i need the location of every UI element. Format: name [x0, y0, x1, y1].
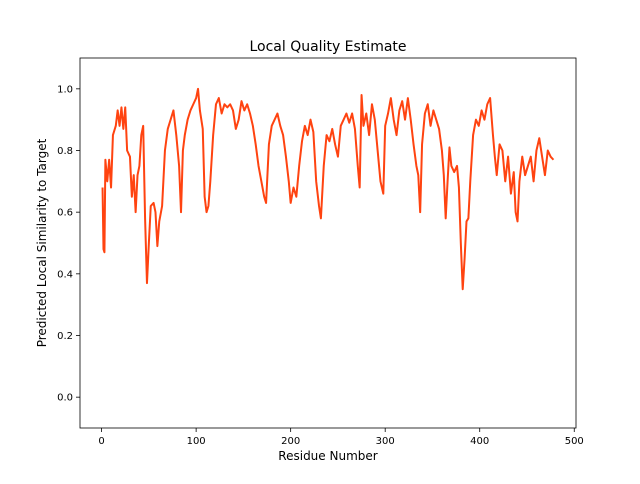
- y-tick-label: 0.8: [57, 146, 73, 157]
- y-axis-label: Predicted Local Similarity to Target: [35, 138, 49, 347]
- x-tick-label: 0: [98, 436, 104, 447]
- chart-title: Local Quality Estimate: [249, 39, 406, 55]
- y-tick-label: 0.2: [57, 331, 73, 342]
- x-tick-label: 100: [187, 436, 206, 447]
- y-tick-label: 0.6: [57, 208, 73, 219]
- y-tick-label: 0.0: [57, 393, 73, 404]
- x-tick-label: 200: [281, 436, 300, 447]
- x-tick-label: 300: [376, 436, 395, 447]
- y-tick-label: 0.4: [57, 269, 73, 280]
- x-tick-label: 500: [565, 436, 584, 447]
- data-line: [101, 87, 555, 291]
- x-axis-label: Residue Number: [278, 449, 377, 463]
- y-tick-label: 1.0: [57, 84, 73, 95]
- x-tick-label: 400: [470, 436, 489, 447]
- plot-frame: [79, 57, 577, 429]
